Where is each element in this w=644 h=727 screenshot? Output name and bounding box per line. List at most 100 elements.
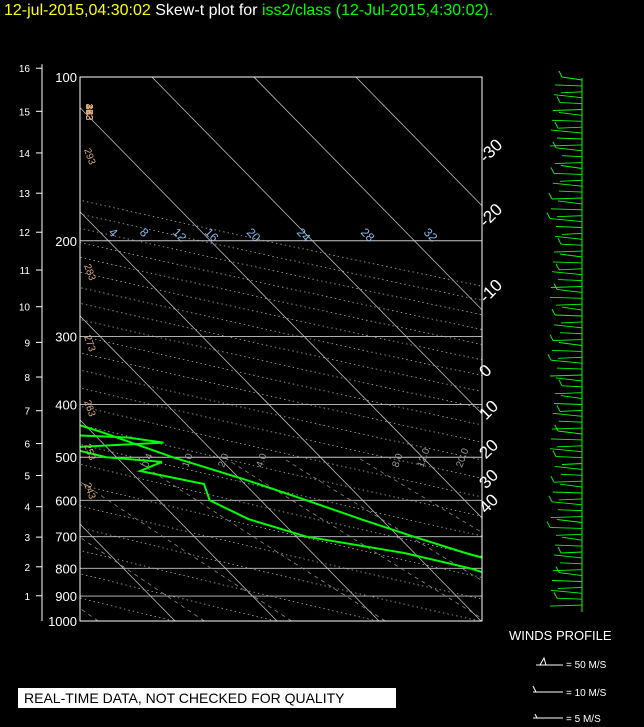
dry-adiabat-label: 393	[83, 104, 94, 121]
isotherm-right-label: -20	[475, 200, 506, 231]
height-tick-label: 15	[19, 107, 31, 118]
height-tick-label: 12	[19, 228, 31, 239]
wind-barb-flag	[558, 379, 563, 387]
isotherm-line	[80, 107, 482, 519]
wind-barb	[558, 498, 583, 501]
pressure-tick-label: 800	[55, 561, 77, 576]
wind-barb	[549, 604, 583, 607]
wind-barb	[555, 303, 583, 306]
wind-key-50: = 50 M/S	[566, 660, 607, 671]
wind-barb	[557, 509, 583, 512]
wind-barb	[559, 102, 583, 105]
dry-adiabat-label: 303	[83, 104, 94, 121]
dry-adiabat-label: 293	[81, 147, 97, 167]
wind-barb	[551, 501, 583, 506]
wind-key-50-symbol	[536, 656, 563, 666]
dry-adiabat-label: 373	[83, 104, 94, 121]
wind-barb-flag	[548, 192, 553, 200]
wind-barb	[553, 172, 583, 175]
wind-key-10: = 10 M/S	[566, 688, 607, 699]
wind-barb	[559, 409, 583, 412]
wind-barb	[554, 465, 583, 470]
wind-barb	[558, 190, 583, 193]
pressure-tick-label: 500	[55, 450, 77, 465]
wind-barb	[550, 516, 583, 519]
wind-barb	[553, 554, 583, 559]
dry-adiabat-label: 323	[83, 104, 94, 121]
winds-profile-title: WINDS PROFILE	[509, 628, 612, 643]
wind-barb	[557, 126, 583, 129]
wind-barb	[551, 271, 583, 276]
isotherm-line	[253, 77, 482, 311]
mixing-ratio-low-label: 0.4	[140, 452, 155, 469]
wind-barb	[557, 430, 583, 435]
height-tick-label: 4	[24, 503, 30, 514]
dry-adiabat-label: 293	[83, 104, 94, 121]
wind-barb	[555, 377, 583, 382]
mixing-ratio-low-label: 12.0	[415, 447, 432, 469]
height-tick-label: 3	[24, 533, 30, 544]
wind-barb-flag	[557, 237, 562, 245]
dry-adiabat-label: 383	[83, 104, 94, 121]
wind-barb	[561, 536, 583, 541]
wind-barb	[561, 76, 583, 81]
dry-adiabat-line	[80, 443, 482, 537]
wind-barb	[557, 200, 583, 205]
mixing-ratio-label: 8	[137, 225, 152, 240]
wind-barb	[555, 147, 583, 152]
wind-barb	[555, 533, 583, 536]
height-tick-label: 6	[24, 440, 30, 451]
title-detail: (12-Jul-2015,4:30:02).	[335, 2, 494, 19]
wind-barb	[554, 314, 583, 317]
isotherm-right-label: 20	[475, 436, 502, 463]
wind-barb	[556, 215, 583, 218]
wind-barb	[553, 480, 583, 483]
isotherm-line	[355, 77, 482, 207]
wind-barb	[558, 111, 583, 116]
dry-adiabat-line	[80, 573, 276, 621]
wind-barb	[556, 597, 583, 600]
wind-barb	[560, 321, 583, 324]
wind-barb-flag	[552, 141, 557, 149]
wind-barb-flag	[550, 475, 555, 483]
pressure-tick-label: 400	[55, 398, 77, 413]
wind-barb	[561, 385, 583, 388]
height-tick-label: 8	[24, 373, 30, 384]
isotherm-right-label: -30	[475, 135, 506, 166]
wind-barb	[554, 544, 583, 547]
wind-barb	[559, 332, 583, 335]
wind-barb	[555, 226, 583, 228]
isotherm-right-label: 10	[475, 397, 502, 424]
dry-adiabat-line	[80, 227, 482, 316]
wind-barb	[549, 374, 583, 377]
pressure-tick-label: 200	[55, 234, 77, 249]
isotherm-line	[80, 419, 278, 621]
wind-barb-flag	[552, 450, 557, 457]
wind-barb-flag	[553, 591, 558, 599]
wind-key-5-symbol	[533, 713, 563, 719]
mixing-ratio-label: 32	[421, 225, 441, 245]
height-tick-label: 5	[24, 472, 30, 483]
wind-barb-flag	[551, 308, 556, 316]
dry-adiabat-label: 263	[81, 399, 97, 419]
wind-barb-flag	[555, 263, 560, 271]
mixing-ratio-low-label: 4.0	[254, 452, 269, 469]
dry-adiabat-label: 273	[81, 334, 97, 354]
wind-barb	[554, 392, 583, 395]
height-tick-label: 13	[19, 189, 31, 200]
plot-area	[80, 77, 482, 621]
mixing-ratio-label: 20	[244, 225, 264, 245]
wind-barb	[554, 162, 583, 165]
wind-barb	[551, 197, 583, 200]
wind-barb	[551, 119, 583, 122]
pressure-tick-label: 600	[55, 493, 77, 508]
mixing-ratio-label: 24	[294, 225, 314, 245]
wind-barb	[550, 359, 583, 364]
wind-barb	[556, 445, 583, 448]
wind-barb	[560, 395, 583, 400]
mixing-ratio-low-label: 1.0	[180, 452, 195, 469]
wind-barb-flag	[547, 353, 552, 361]
wind-barb	[561, 306, 583, 311]
wind-barb	[560, 473, 583, 476]
